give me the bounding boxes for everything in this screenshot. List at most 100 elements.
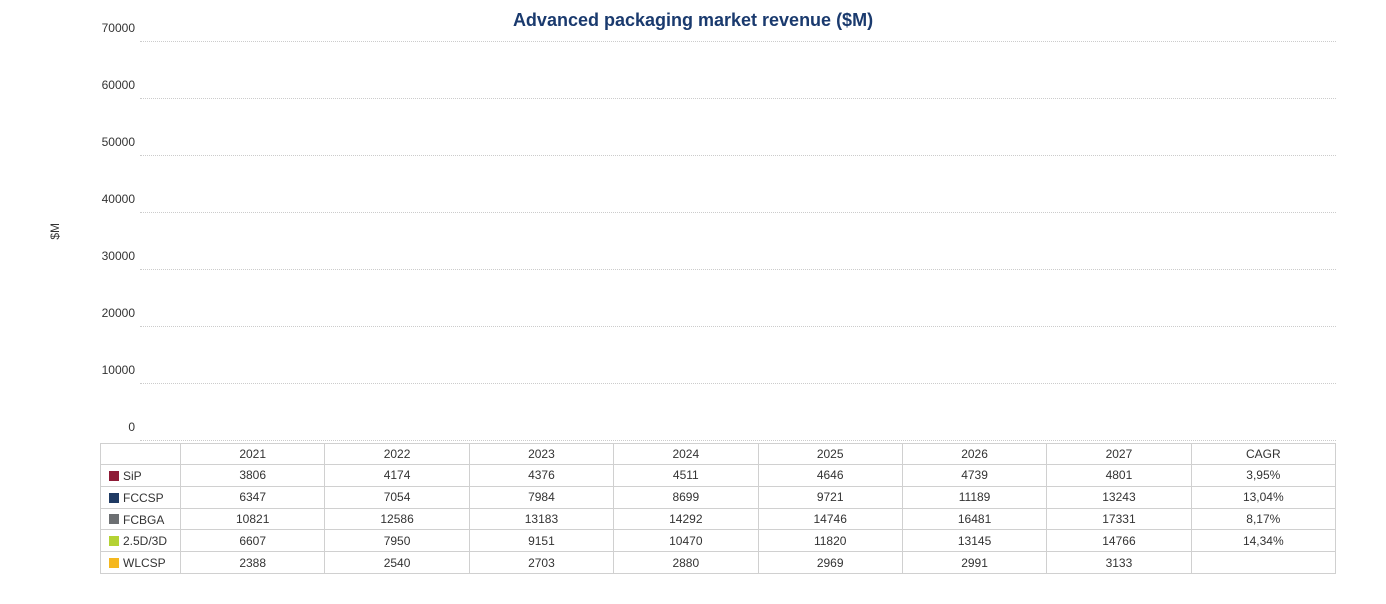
table-cell: 4174 xyxy=(325,465,469,487)
bar-slot xyxy=(738,42,888,441)
legend-text: FCBGA xyxy=(123,512,164,526)
table-row: FCBGA 10821125861318314292147461648117331… xyxy=(101,508,1336,530)
table-cell: 14746 xyxy=(758,508,902,530)
table-cell: 13243 xyxy=(1047,486,1191,508)
table-cell: 2969 xyxy=(758,552,902,574)
bar-slot xyxy=(589,42,739,441)
table-header-blank xyxy=(101,444,181,465)
table-cell: 6607 xyxy=(181,530,325,552)
table-cell-cagr: 8,17% xyxy=(1191,508,1335,530)
gridline xyxy=(140,269,1336,270)
legend-swatch xyxy=(109,493,119,503)
table-cell-cagr: 14,34% xyxy=(1191,530,1335,552)
bars-container xyxy=(140,42,1336,441)
table-header-row: 2021202220232024202520262027CAGR xyxy=(101,444,1336,465)
table-cell: 14292 xyxy=(614,508,758,530)
table-cell: 11189 xyxy=(902,486,1046,508)
legend-text: WLCSP xyxy=(123,556,166,570)
table-row: 2.5D/3D 660779509151104701182013145147661… xyxy=(101,530,1336,552)
table-cell: 2880 xyxy=(614,552,758,574)
bar-slot xyxy=(439,42,589,441)
data-table-wrap: 2021202220232024202520262027CAGRSiP38064… xyxy=(100,443,1336,574)
series-name-cell: WLCSP xyxy=(101,552,181,574)
table-cell-cagr: 13,04% xyxy=(1191,486,1335,508)
ytick-label: 70000 xyxy=(102,21,135,35)
table-cell: 7950 xyxy=(325,530,469,552)
table-cell: 13183 xyxy=(469,508,613,530)
table-cell: 2540 xyxy=(325,552,469,574)
table-cell: 2991 xyxy=(902,552,1046,574)
series-name-cell: FCCSP xyxy=(101,486,181,508)
table-cell: 4739 xyxy=(902,465,1046,487)
table-cell: 12586 xyxy=(325,508,469,530)
gridline xyxy=(140,41,1336,42)
bar-slot-spacer xyxy=(1187,42,1337,441)
table-header-cell: 2026 xyxy=(902,444,1046,465)
table-cell: 16481 xyxy=(902,508,1046,530)
bar-slot xyxy=(1037,42,1187,441)
gridline xyxy=(140,212,1336,213)
legend-swatch xyxy=(109,536,119,546)
data-table: 2021202220232024202520262027CAGRSiP38064… xyxy=(100,443,1336,574)
table-cell: 4511 xyxy=(614,465,758,487)
table-cell-cagr: 3,95% xyxy=(1191,465,1335,487)
table-cell: 13145 xyxy=(902,530,1046,552)
legend-text: SiP xyxy=(123,469,142,483)
table-header-cell: 2025 xyxy=(758,444,902,465)
legend-text: FCCSP xyxy=(123,491,164,505)
ytick-label: 0 xyxy=(128,420,135,434)
table-row: WLCSP 2388254027032880296929913133 xyxy=(101,552,1336,574)
table-header-cell: 2023 xyxy=(469,444,613,465)
bar-slot xyxy=(290,42,440,441)
table-cell: 2388 xyxy=(181,552,325,574)
y-axis-label: $M xyxy=(48,223,62,240)
bar-slot xyxy=(888,42,1038,441)
legend-text: 2.5D/3D xyxy=(123,534,167,548)
gridline xyxy=(140,326,1336,327)
gridline xyxy=(140,440,1336,441)
gridline xyxy=(140,383,1336,384)
series-name-cell: FCBGA xyxy=(101,508,181,530)
table-row: FCCSP 63477054798486999721111891324313,04… xyxy=(101,486,1336,508)
table-cell: 11820 xyxy=(758,530,902,552)
table-cell: 2703 xyxy=(469,552,613,574)
ytick-label: 30000 xyxy=(102,249,135,263)
ytick-label: 60000 xyxy=(102,78,135,92)
table-cell: 7054 xyxy=(325,486,469,508)
series-name-cell: 2.5D/3D xyxy=(101,530,181,552)
table-cell: 4801 xyxy=(1047,465,1191,487)
table-row: SiP 38064174437645114646473948013,95% xyxy=(101,465,1336,487)
table-header-cell: 2027 xyxy=(1047,444,1191,465)
table-header-cell: 2024 xyxy=(614,444,758,465)
plot-area: 010000200003000040000500006000070000 xyxy=(140,41,1336,441)
chart-area: $M 010000200003000040000500006000070000 xyxy=(100,41,1336,441)
table-cell: 7984 xyxy=(469,486,613,508)
table-cell: 6347 xyxy=(181,486,325,508)
table-cell: 9721 xyxy=(758,486,902,508)
ytick-label: 50000 xyxy=(102,135,135,149)
table-cell: 4376 xyxy=(469,465,613,487)
ytick-label: 10000 xyxy=(102,363,135,377)
gridline xyxy=(140,98,1336,99)
table-cell: 10821 xyxy=(181,508,325,530)
table-cell: 4646 xyxy=(758,465,902,487)
legend-swatch xyxy=(109,471,119,481)
table-cell: 17331 xyxy=(1047,508,1191,530)
ytick-label: 40000 xyxy=(102,192,135,206)
legend-swatch xyxy=(109,514,119,524)
ytick-label: 20000 xyxy=(102,306,135,320)
table-cell: 9151 xyxy=(469,530,613,552)
table-header-cell: CAGR xyxy=(1191,444,1335,465)
table-cell: 3806 xyxy=(181,465,325,487)
chart-title: Advanced packaging market revenue ($M) xyxy=(40,10,1346,31)
table-cell: 8699 xyxy=(614,486,758,508)
table-cell: 3133 xyxy=(1047,552,1191,574)
bar-slot xyxy=(140,42,290,441)
table-cell: 10470 xyxy=(614,530,758,552)
gridline xyxy=(140,155,1336,156)
legend-swatch xyxy=(109,558,119,568)
table-cell: 14766 xyxy=(1047,530,1191,552)
series-name-cell: SiP xyxy=(101,465,181,487)
table-header-cell: 2022 xyxy=(325,444,469,465)
table-cell-cagr xyxy=(1191,552,1335,574)
